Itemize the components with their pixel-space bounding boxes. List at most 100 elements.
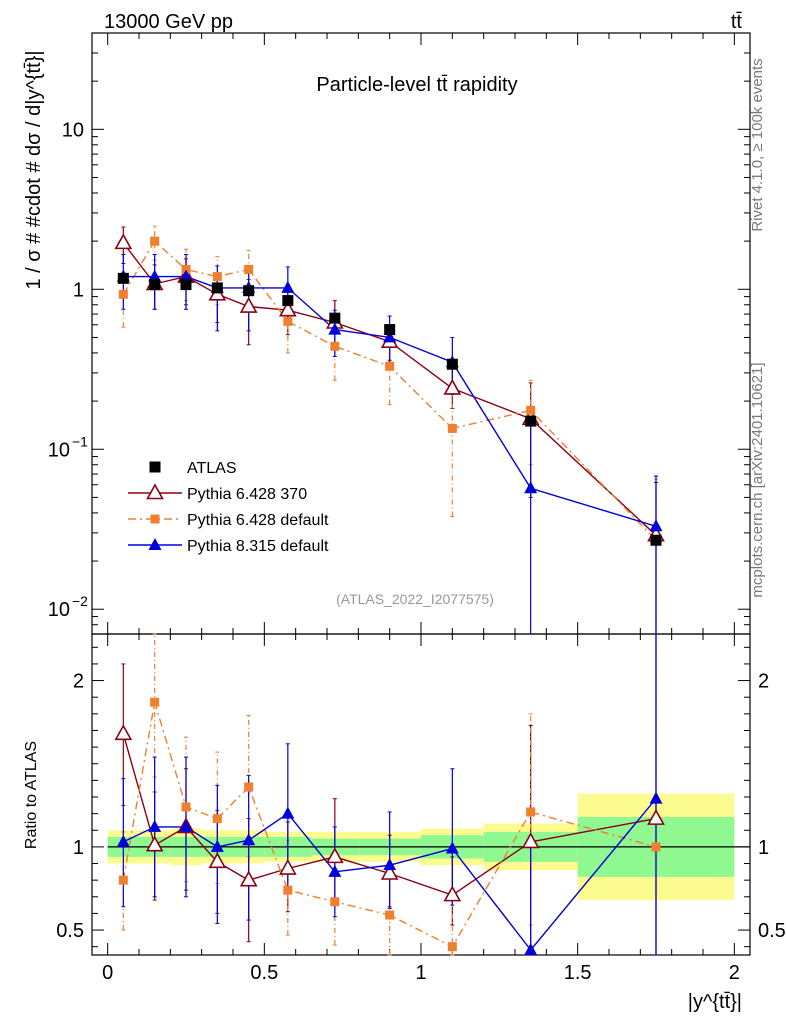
py8-point bbox=[383, 330, 397, 343]
py6_default-point bbox=[181, 802, 191, 812]
py8-point bbox=[179, 819, 193, 832]
py6_370-point bbox=[443, 885, 462, 902]
ratio-y-axis-label: Ratio to ATLAS bbox=[23, 741, 40, 849]
mcplots-label: mcplots.cern.ch [arXiv:2401.10621] bbox=[749, 362, 766, 597]
main-x-ticks bbox=[107, 33, 735, 634]
legend: ATLAS Pythia 6.428 370 Pythia 6.428 defaul… bbox=[128, 460, 329, 555]
atlas-point bbox=[211, 282, 223, 294]
py6_default-point bbox=[244, 782, 254, 792]
py6_default-point bbox=[150, 236, 160, 246]
py8-point bbox=[383, 858, 397, 871]
py6_370-point bbox=[239, 296, 258, 313]
py6_370-point bbox=[278, 858, 297, 875]
py8-point bbox=[649, 519, 663, 532]
x-tick-label: 1 bbox=[415, 962, 426, 984]
atlas-point bbox=[282, 295, 294, 307]
ratio-y-ticks: 0.5 0.5 1 1 2 2 bbox=[56, 646, 786, 948]
energy-label: 13000 GeV pp bbox=[104, 11, 233, 33]
py6_default-point bbox=[181, 264, 191, 274]
main-panel: Particle-level tt̄ rapidity (ATLAS_2022_… bbox=[23, 32, 751, 635]
x-tick-label: 0 bbox=[102, 962, 113, 984]
py8-point bbox=[328, 864, 342, 877]
py6_default-point bbox=[385, 910, 395, 920]
main-series-layer bbox=[114, 225, 665, 635]
ratio-y-tick-label: 0.5 bbox=[758, 920, 786, 942]
py6_default-point bbox=[447, 942, 457, 952]
py8-point bbox=[242, 833, 256, 846]
y-tick-exponent: −2 bbox=[72, 593, 88, 609]
ratio-y-tick-label: 1 bbox=[73, 837, 84, 859]
py6_default-line bbox=[122, 701, 657, 948]
py8-point bbox=[281, 806, 295, 819]
py8-point bbox=[116, 834, 130, 847]
atlas-point bbox=[180, 279, 192, 291]
py8-point bbox=[179, 269, 193, 282]
py6_370-point bbox=[647, 808, 665, 825]
py6_default-point bbox=[150, 697, 160, 707]
py6_default-point bbox=[385, 361, 395, 371]
atlas-point bbox=[525, 415, 537, 427]
py6_default-point bbox=[526, 807, 536, 817]
atlas-point bbox=[446, 358, 458, 370]
atlas-point bbox=[650, 534, 662, 546]
py6_370-point bbox=[114, 724, 133, 741]
py8-point bbox=[524, 943, 538, 956]
py6_default-point bbox=[244, 264, 254, 274]
py6_default-point bbox=[283, 316, 293, 326]
analysis-tag: (ATLAS_2022_I2077575) bbox=[336, 591, 494, 607]
py6_default-point bbox=[212, 272, 222, 282]
py6_370-point bbox=[208, 852, 227, 869]
y-tick-label: 1 bbox=[73, 279, 84, 301]
py6_370-point bbox=[443, 378, 462, 395]
py8-point bbox=[328, 322, 342, 335]
py6_default-point bbox=[330, 897, 340, 907]
atlas-point bbox=[384, 324, 396, 336]
ratio-x-ticks: 0 0.5 1 1.5 2 bbox=[102, 634, 740, 984]
legend-label-py6_370: Pythia 6.428 370 bbox=[187, 486, 307, 503]
py8-point bbox=[649, 791, 663, 804]
x-tick-label: 1.5 bbox=[564, 962, 592, 984]
py6_default-point bbox=[526, 405, 536, 415]
py6_370-point bbox=[521, 832, 540, 849]
ratio-y-tick-label: 2 bbox=[73, 671, 84, 693]
py6_370-point bbox=[239, 870, 258, 887]
py6_default-point bbox=[447, 423, 457, 433]
main-title: Particle-level tt̄ rapidity bbox=[316, 74, 517, 96]
legend-label-py6_default: Pythia 6.428 default bbox=[187, 512, 329, 529]
process-label: tt̄ bbox=[731, 11, 743, 33]
atlas-point bbox=[329, 312, 341, 324]
atlas-point bbox=[243, 285, 255, 297]
ratio-panel: Ratio to ATLAS |y^{tt̄}| 0.5 0.5 1 1 2 2 0 0.5… bbox=[23, 633, 786, 1013]
py6_370-point bbox=[278, 300, 297, 317]
ratio-series-layer bbox=[114, 633, 665, 956]
py8-point bbox=[148, 819, 162, 832]
x-tick-label: 0.5 bbox=[250, 962, 278, 984]
py6_370-point bbox=[145, 835, 164, 852]
py6_default-point bbox=[212, 814, 222, 824]
py8-point bbox=[148, 269, 162, 282]
py6_default-point bbox=[118, 289, 128, 299]
atlas-point bbox=[149, 279, 161, 291]
py8-point bbox=[445, 841, 459, 854]
py8-point bbox=[210, 839, 224, 852]
legend-label-atlas: ATLAS bbox=[187, 460, 237, 477]
y-tick-label: 10 bbox=[62, 119, 84, 141]
py8-point bbox=[524, 481, 538, 494]
py6_370-point bbox=[114, 233, 133, 250]
py6_default-point bbox=[118, 875, 128, 885]
ratio-y-tick-label: 1 bbox=[758, 837, 769, 859]
ratio-y-tick-label: 2 bbox=[758, 671, 769, 693]
x-axis-label: |y^{tt̄}| bbox=[688, 991, 742, 1013]
py6_default-point bbox=[330, 341, 340, 351]
x-tick-label: 2 bbox=[729, 962, 740, 984]
atlas-point bbox=[117, 272, 129, 284]
legend-marker-py6_default bbox=[150, 514, 160, 524]
py8-point bbox=[281, 280, 295, 293]
y-tick-label: 10 bbox=[48, 599, 70, 621]
rivet-label: Rivet 4.1.0, ≥ 100k events bbox=[749, 58, 766, 231]
py6_370-point bbox=[325, 847, 344, 864]
py6_default-point bbox=[651, 842, 661, 852]
legend-marker-py8 bbox=[148, 538, 162, 550]
ratio-y-tick-label: 0.5 bbox=[56, 920, 84, 942]
